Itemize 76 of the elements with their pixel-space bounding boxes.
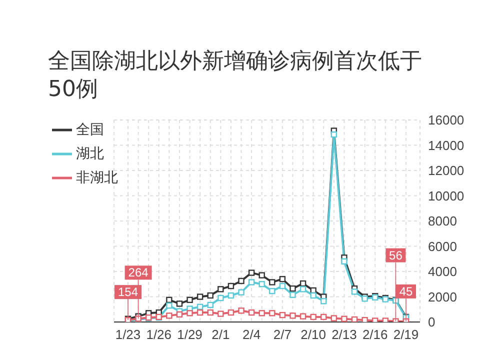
- point: [269, 288, 276, 294]
- x-tick-label: 2/1: [212, 327, 230, 342]
- point: [166, 296, 172, 304]
- point: [279, 312, 286, 318]
- legend-label: 全国: [76, 122, 104, 138]
- point: [176, 300, 183, 307]
- y-tick-label: 2000: [428, 289, 457, 304]
- legend-label: 湖北: [76, 146, 104, 162]
- point: [300, 286, 306, 292]
- y-tick-label: 6000: [428, 238, 457, 254]
- data-label: 264: [128, 266, 149, 280]
- y-tick-label: 4000: [428, 264, 457, 280]
- point: [207, 292, 214, 299]
- point: [248, 309, 255, 316]
- point: [196, 294, 204, 300]
- point: [218, 310, 224, 317]
- point: [310, 314, 316, 320]
- point: [228, 309, 234, 316]
- point: [218, 286, 224, 292]
- data-label: 154: [118, 285, 138, 300]
- x-tick-label: 2/19: [393, 327, 419, 342]
- point: [258, 281, 265, 288]
- point: [269, 310, 276, 316]
- data-label: 45: [399, 284, 413, 298]
- point: [196, 309, 204, 316]
- y-tick-label: 12000: [428, 163, 464, 178]
- point: [290, 285, 296, 292]
- x-tick-label: 1/23: [115, 327, 141, 342]
- point: [238, 308, 244, 314]
- x-tick-label: 1/29: [177, 327, 202, 342]
- y-tick-label: 8000: [428, 214, 457, 229]
- point: [248, 270, 255, 276]
- point: [248, 279, 255, 286]
- point: [258, 310, 265, 316]
- point: [186, 310, 193, 316]
- point: [186, 296, 193, 304]
- point: [218, 294, 224, 302]
- x-tick-label: 2/10: [300, 327, 326, 342]
- point: [290, 312, 296, 319]
- point: [320, 298, 327, 304]
- point: [341, 258, 348, 264]
- point: [228, 282, 234, 290]
- legend-label: 非湖北: [76, 170, 118, 186]
- x-tick-label: 2/4: [242, 327, 261, 342]
- point: [351, 316, 358, 322]
- data-label: 56: [389, 248, 403, 262]
- y-tick-label: 16000: [428, 112, 464, 128]
- y-tick-label: 14000: [428, 138, 464, 153]
- point: [166, 302, 172, 309]
- chart-title: 全国除湖北以外新增确诊病例首次低于50例: [48, 48, 423, 104]
- x-tick-label: 2/13: [332, 327, 357, 342]
- point: [207, 302, 214, 308]
- point: [320, 314, 327, 320]
- point: [258, 272, 265, 278]
- point: [279, 282, 286, 290]
- point: [238, 289, 244, 296]
- point: [300, 313, 306, 320]
- point: [362, 317, 368, 322]
- x-tick-label: 2/16: [362, 327, 388, 342]
- y-tick-label: 0: [428, 314, 436, 330]
- x-tick-label: 1/26: [146, 327, 172, 342]
- point: [228, 292, 234, 299]
- point: [279, 276, 286, 282]
- y-tick-label: 10000: [428, 188, 464, 204]
- point: [176, 311, 183, 318]
- point: [290, 292, 296, 298]
- point: [238, 278, 244, 284]
- point: [207, 309, 214, 316]
- point: [310, 292, 316, 299]
- point: [330, 131, 338, 138]
- x-tick-label: 2/7: [273, 327, 292, 342]
- point: [351, 288, 358, 295]
- point: [330, 315, 338, 322]
- point: [269, 279, 276, 286]
- point: [166, 312, 172, 319]
- point: [341, 316, 348, 322]
